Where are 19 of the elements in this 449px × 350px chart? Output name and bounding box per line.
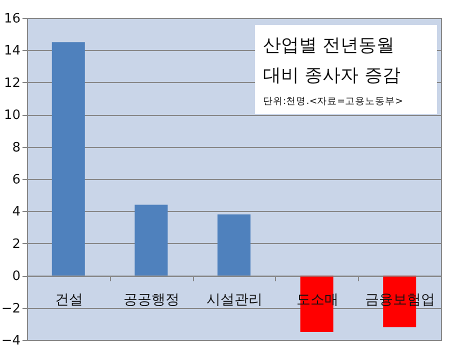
bar (52, 42, 85, 276)
text: 산업별 전년동월 대비 종사자 증감 (263, 34, 402, 88)
bar (134, 204, 168, 276)
y-tick-label: 10 (4, 108, 20, 124)
y-tick-label: −2 (1, 301, 20, 316)
y-tick-label: 16 (4, 12, 20, 26)
y-tick-label: 2 (12, 236, 20, 252)
y-tick-label: 8 (12, 140, 20, 156)
y-tick-label: 0 (12, 269, 20, 284)
x-tick-label: 건설 (54, 292, 83, 308)
text: 단위:천명.<자료=고용노동부> (263, 95, 404, 108)
y-tick-label: −4 (1, 334, 20, 348)
y-tick-label: 14 (4, 44, 20, 59)
y-tick-label: 6 (12, 172, 20, 188)
y-tick-label: 4 (12, 204, 20, 220)
y-tick-label: 12 (4, 76, 20, 91)
bar (218, 214, 250, 276)
x-tick-label: 공공행정 (124, 292, 180, 308)
x-tick-label: 시설관리 (206, 292, 262, 308)
